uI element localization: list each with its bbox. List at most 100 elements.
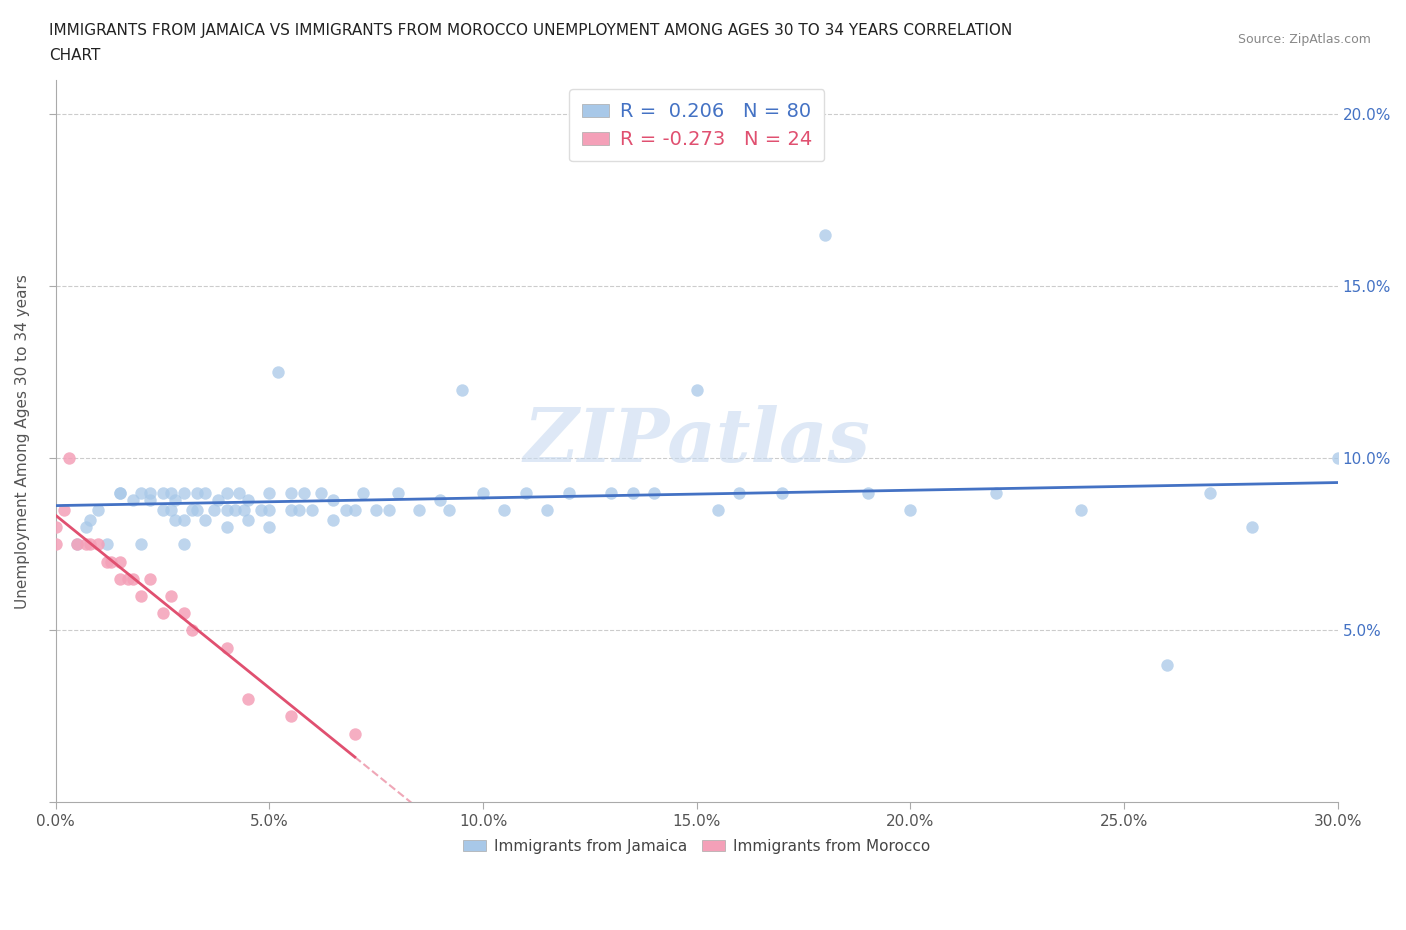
Point [202,502,225,517]
Point [152,502,174,517]
Point [186,485,208,500]
Point [66,537,89,551]
Point [108,485,131,500]
Point [75,520,97,535]
Point [408,502,430,517]
Point [66,537,89,551]
Point [1198,485,1220,500]
Point [250,502,273,517]
Point [87,537,110,551]
Point [108,554,131,569]
Point [770,485,793,500]
Point [215,640,238,655]
Point [236,492,259,507]
Point [79,537,101,551]
Point [378,502,401,517]
Point [259,502,281,517]
Point [309,485,332,500]
Point [366,502,388,517]
Point [236,692,259,707]
Point [207,492,229,507]
Point [232,502,254,517]
Point [129,537,152,551]
Point [117,571,139,586]
Point [79,513,101,528]
Point [450,382,472,397]
Point [984,485,1007,500]
Text: IMMIGRANTS FROM JAMAICA VS IMMIGRANTS FROM MOROCCO UNEMPLOYMENT AMONG AGES 30 TO: IMMIGRANTS FROM JAMAICA VS IMMIGRANTS FR… [49,23,1012,38]
Point [45,537,67,551]
Point [1326,451,1348,466]
Point [280,709,302,724]
Point [1241,520,1264,535]
Point [352,485,374,500]
Point [292,485,315,500]
Point [643,485,665,500]
Legend: Immigrants from Jamaica, Immigrants from Morocco: Immigrants from Jamaica, Immigrants from… [457,832,936,859]
Point [267,365,290,379]
Point [173,605,195,620]
Text: Source: ZipAtlas.com: Source: ZipAtlas.com [1237,33,1371,46]
Point [173,537,195,551]
Point [96,537,118,551]
Text: CHART: CHART [49,48,101,63]
Point [100,554,122,569]
Point [138,492,160,507]
Point [108,485,131,500]
Point [181,502,204,517]
Point [322,492,344,507]
Point [343,726,366,741]
Point [429,492,451,507]
Point [259,520,281,535]
Point [728,485,751,500]
Point [557,485,579,500]
Point [215,520,238,535]
Point [45,520,67,535]
Point [138,485,160,500]
Point [173,485,195,500]
Point [259,485,281,500]
Point [152,605,174,620]
Point [181,623,204,638]
Point [707,502,730,517]
Point [280,502,302,517]
Point [335,502,357,517]
Point [160,502,183,517]
Point [224,502,246,517]
Point [1070,502,1092,517]
Point [621,485,644,500]
Point [236,513,259,528]
Point [686,382,709,397]
Text: ZIPatlas: ZIPatlas [523,405,870,477]
Point [87,502,110,517]
Point [108,571,131,586]
Point [437,502,460,517]
Point [387,485,409,500]
Point [58,451,80,466]
Point [515,485,537,500]
Point [53,502,76,517]
Point [814,228,837,243]
Point [322,513,344,528]
Point [75,537,97,551]
Point [173,513,195,528]
Point [165,492,187,507]
Point [121,571,143,586]
Point [600,485,623,500]
Point [301,502,323,517]
Point [160,485,183,500]
Point [165,513,187,528]
Point [215,502,238,517]
Point [160,589,183,604]
Point [280,485,302,500]
Point [138,571,160,586]
Point [228,485,250,500]
Point [96,554,118,569]
Point [472,485,495,500]
Point [129,485,152,500]
Point [215,485,238,500]
Point [121,492,143,507]
Point [186,502,208,517]
Point [129,589,152,604]
Point [900,502,922,517]
